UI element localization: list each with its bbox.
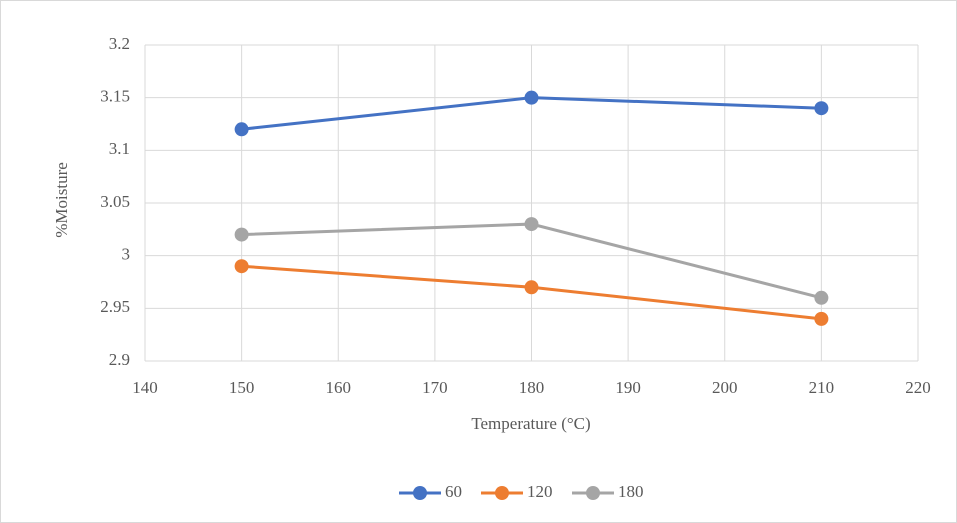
- x-tick-label: 150: [229, 378, 255, 397]
- y-tick-label: 2.95: [100, 297, 130, 316]
- chart: Temperature (°C) %Moisture 2.9 2.95 3 3.05 3…: [0, 0, 957, 523]
- x-tick-label: 210: [809, 378, 835, 397]
- x-tick-label: 170: [422, 378, 448, 397]
- legend-marker: [413, 486, 427, 500]
- y-axis-title: %Moisture: [52, 162, 71, 238]
- y-tick-label: 3.2: [109, 34, 130, 53]
- y-tick-label: 2.9: [109, 350, 130, 369]
- data-point: [814, 101, 828, 115]
- y-tick-label: 3.15: [100, 87, 130, 106]
- x-tick-label: 140: [132, 378, 158, 397]
- x-tick-label: 190: [615, 378, 641, 397]
- data-point: [235, 228, 249, 242]
- legend-label: 180: [618, 482, 644, 501]
- data-point: [814, 291, 828, 305]
- legend-label: 60: [445, 482, 462, 501]
- y-tick-label: 3: [122, 245, 131, 264]
- data-point: [235, 259, 249, 273]
- data-point: [525, 91, 539, 105]
- x-tick-label: 200: [712, 378, 738, 397]
- x-tick-label: 220: [905, 378, 931, 397]
- x-tick-label: 160: [326, 378, 352, 397]
- chart-frame: [1, 1, 957, 523]
- x-tick-label: 180: [519, 378, 545, 397]
- legend-label: 120: [527, 482, 553, 501]
- legend-marker: [495, 486, 509, 500]
- data-point: [814, 312, 828, 326]
- data-point: [235, 122, 249, 136]
- y-tick-label: 3.1: [109, 139, 130, 158]
- legend-marker: [586, 486, 600, 500]
- data-point: [525, 217, 539, 231]
- data-point: [525, 280, 539, 294]
- x-axis-title: Temperature (°C): [471, 414, 590, 433]
- y-tick-label: 3.05: [100, 192, 130, 211]
